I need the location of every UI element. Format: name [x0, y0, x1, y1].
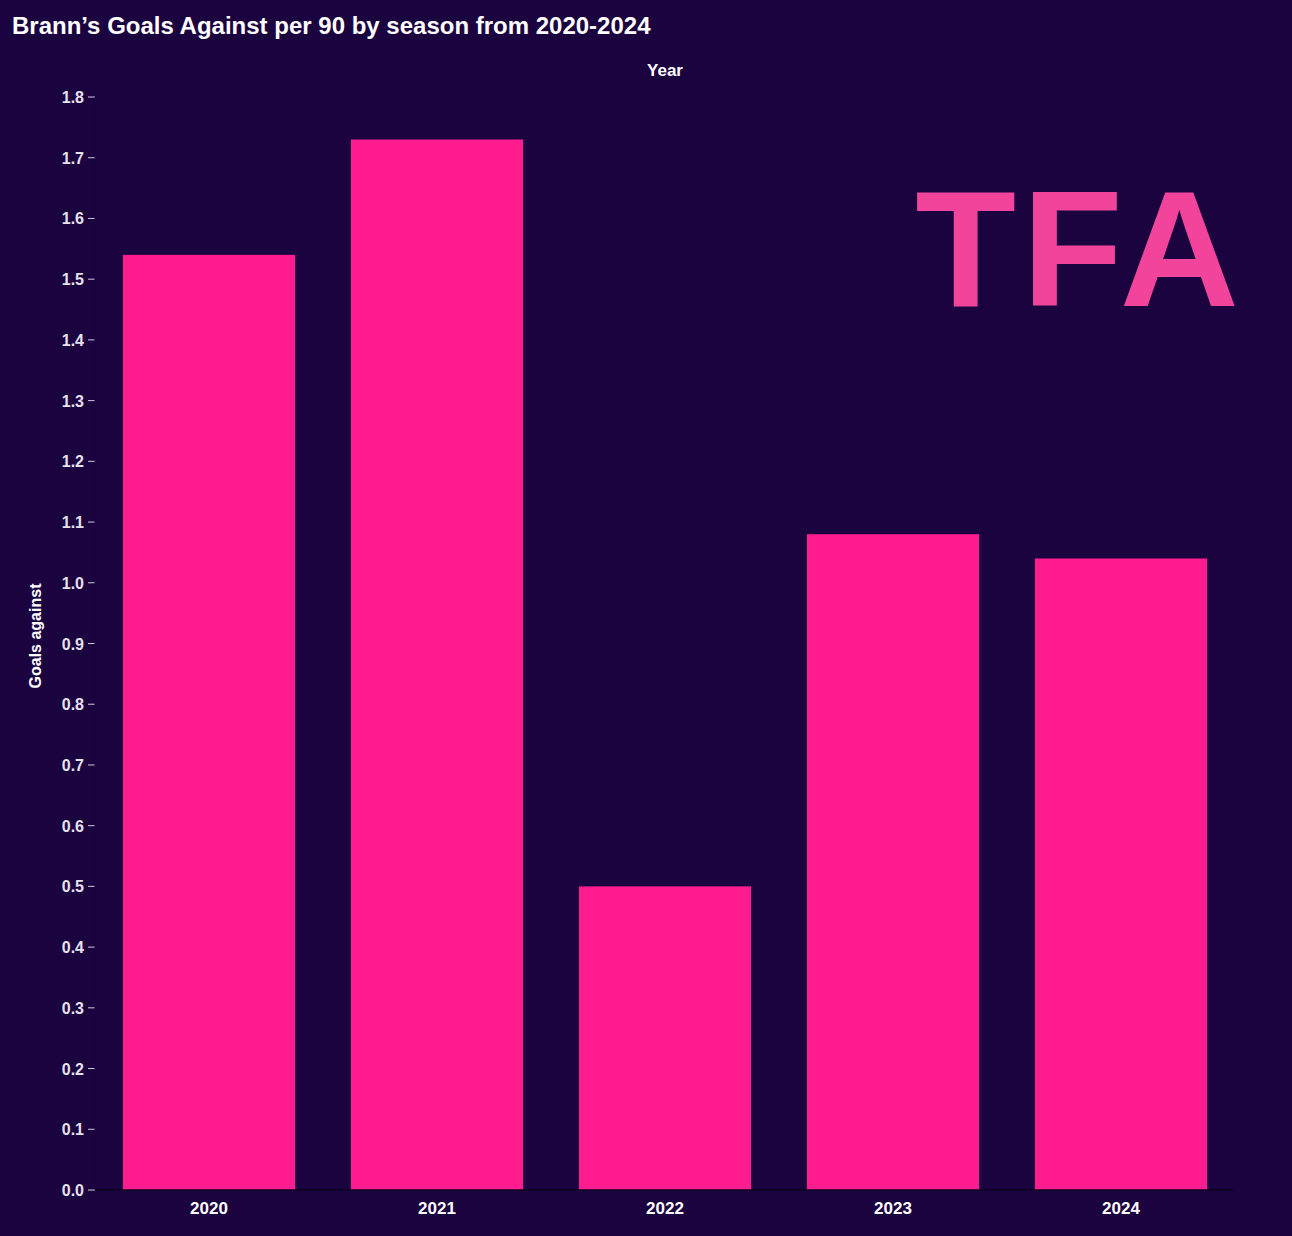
chart-svg: Brann’s Goals Against per 90 by season f…	[0, 0, 1292, 1236]
x-axis-label: Year	[647, 61, 683, 80]
y-tick	[88, 400, 95, 401]
bar	[807, 534, 979, 1190]
y-tick	[88, 582, 95, 583]
x-tick-label: 2020	[190, 1199, 228, 1218]
y-tick	[88, 886, 95, 887]
x-axis: 2020 2021 2022 2023 2024	[95, 1190, 1235, 1218]
bar	[123, 255, 295, 1190]
y-axis-label: Goals against	[27, 583, 44, 689]
y-axis: 0.0 0.1 0.2 0.3 0.4 0.5 0.6 0.7 0.8 0.9 1.0 1.1 1.2 1…	[62, 89, 95, 1199]
y-tick	[88, 643, 95, 644]
y-tick	[88, 1007, 95, 1008]
y-tick-label: 0.4	[62, 939, 84, 956]
y-tick-label: 1.5	[62, 271, 84, 288]
y-tick	[88, 97, 95, 98]
x-tick-label: 2021	[418, 1199, 456, 1218]
y-tick-label: 0.0	[62, 1182, 84, 1199]
y-tick-label: 0.3	[62, 1000, 84, 1017]
bar	[351, 140, 523, 1190]
bars	[123, 140, 1207, 1190]
chart-container: Brann’s Goals Against per 90 by season f…	[0, 0, 1292, 1236]
y-tick-label: 1.3	[62, 393, 84, 410]
y-tick	[88, 1129, 95, 1130]
x-tick-label: 2024	[1102, 1199, 1140, 1218]
y-tick	[88, 157, 95, 158]
y-tick	[88, 825, 95, 826]
x-tick-label: 2023	[874, 1199, 912, 1218]
y-tick	[88, 947, 95, 948]
y-tick-label: 1.7	[62, 150, 84, 167]
y-tick-label: 0.6	[62, 818, 84, 835]
y-tick	[88, 1190, 95, 1191]
y-tick	[88, 1068, 95, 1069]
background	[0, 0, 1292, 1236]
y-tick-label: 1.0	[62, 575, 84, 592]
y-tick-label: 1.4	[62, 332, 84, 349]
y-tick	[88, 339, 95, 340]
bar	[579, 886, 751, 1190]
y-tick-label: 0.8	[62, 696, 84, 713]
bar	[1035, 558, 1207, 1190]
y-tick	[88, 461, 95, 462]
y-tick	[88, 522, 95, 523]
logo: TFA	[915, 157, 1245, 341]
y-axis-line	[95, 97, 96, 1190]
y-tick-label: 1.8	[62, 89, 84, 106]
y-tick-label: 0.9	[62, 636, 84, 653]
title: Brann’s Goals Against per 90 by season f…	[12, 12, 651, 39]
page: {"chart_data": {"type": "bar", "title": …	[0, 0, 1292, 1236]
x-axis-line	[95, 1189, 1235, 1191]
y-tick-label: 1.1	[62, 514, 84, 531]
y-tick-label: 0.7	[62, 757, 84, 774]
y-tick-label: 0.1	[62, 1121, 84, 1138]
y-tick-label: 0.5	[62, 878, 84, 895]
y-tick	[88, 764, 95, 765]
y-tick-label: 1.2	[62, 453, 84, 470]
y-tick	[88, 279, 95, 280]
y-tick-label: 1.6	[62, 210, 84, 227]
y-tick	[88, 218, 95, 219]
y-tick-label: 0.2	[62, 1061, 84, 1078]
x-tick-label: 2022	[646, 1199, 684, 1218]
y-tick	[88, 704, 95, 705]
